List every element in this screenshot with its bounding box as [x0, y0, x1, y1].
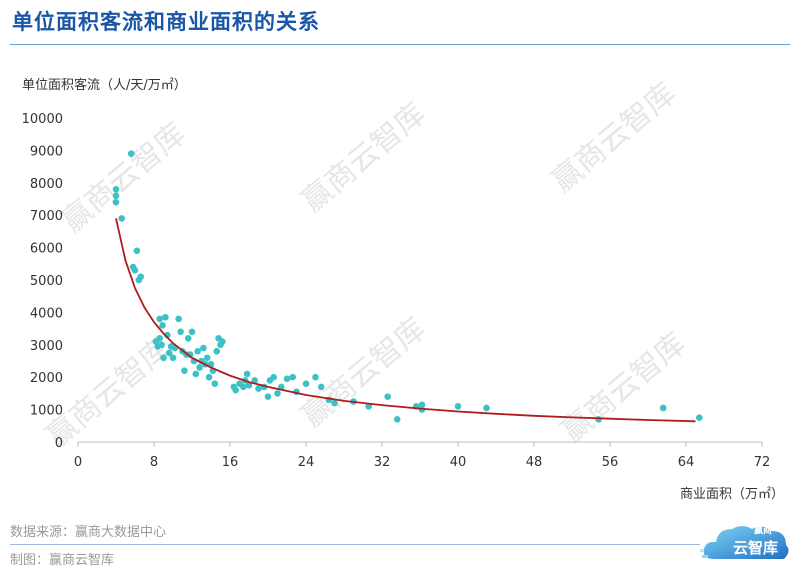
data-point [245, 382, 253, 389]
x-axis-ticks: 0 8 16 24 32 40 48 56 64 72 [74, 442, 770, 470]
y-tick-label: 10000 [22, 112, 63, 127]
data-point [160, 354, 167, 362]
data-point [418, 401, 426, 409]
data-point [158, 341, 165, 349]
y-tick-label: 3000 [30, 339, 63, 354]
data-point [205, 373, 213, 381]
data-point [118, 215, 125, 222]
y-tick-label: 7000 [30, 209, 63, 224]
data-point [483, 404, 490, 412]
y-axis-label: 单位面积客流（人/天/万㎡） [22, 77, 187, 93]
cloud-logo-icon [700, 526, 789, 559]
y-tick-label: 9000 [30, 144, 63, 159]
data-point [162, 313, 169, 321]
y-tick-label: 0 [55, 436, 63, 451]
data-point [112, 192, 120, 200]
x-tick-label: 64 [678, 455, 695, 470]
y-tick-label: 4000 [30, 306, 63, 321]
watermark-text: 赢商云智库 [555, 326, 692, 449]
title-divider [10, 44, 790, 45]
data-point [156, 315, 163, 323]
footer-divider [10, 544, 700, 545]
data-point [595, 416, 602, 423]
y-tick-label: 1000 [30, 404, 63, 419]
data-point [384, 393, 392, 400]
x-tick-label: 40 [450, 455, 467, 470]
data-point [289, 373, 297, 381]
data-point [175, 315, 182, 323]
data-point [232, 386, 239, 394]
x-tick-label: 48 [526, 455, 543, 470]
data-point [219, 338, 226, 345]
data-point [159, 322, 166, 329]
data-point [393, 416, 401, 423]
data-point [240, 383, 247, 391]
data-point [454, 403, 462, 410]
data-point [659, 404, 667, 412]
y-tick-label: 6000 [30, 242, 63, 257]
data-point [312, 373, 319, 381]
data-point [696, 414, 703, 422]
page-title: 单位面积客流和商业面积的关系 [12, 10, 320, 34]
data-point [156, 335, 163, 342]
data-point [317, 383, 325, 391]
x-tick-label: 56 [602, 455, 619, 470]
logo-top-text: 赢商 [753, 526, 772, 536]
data-point [200, 344, 207, 352]
data-point [196, 364, 203, 371]
data-point [302, 380, 310, 387]
x-tick-label: 32 [374, 455, 391, 470]
data-point [213, 347, 220, 355]
y-tick-label: 5000 [30, 274, 63, 289]
trend-line [115, 218, 696, 423]
watermark-text: 赢商云智库 [295, 96, 432, 219]
x-axis-label: 商业面积（万㎡） [680, 487, 784, 502]
y-tick-label: 2000 [30, 371, 63, 386]
data-point [127, 150, 135, 157]
data-point [131, 266, 139, 274]
x-tick-label: 0 [74, 455, 82, 470]
watermark-text: 赢商云智库 [545, 76, 682, 199]
data-point [133, 247, 141, 255]
data-point [283, 375, 291, 383]
data-point [211, 380, 219, 387]
data-point [274, 390, 281, 397]
brand-logo: 赢商 云智库 [700, 519, 792, 567]
data-point [243, 370, 251, 378]
data-point [264, 393, 272, 400]
logo-main-text: 云智库 [732, 539, 778, 557]
data-point [112, 185, 120, 193]
data-source: 数据来源：赢商大数据中心 [10, 525, 167, 540]
data-point [177, 328, 184, 336]
data-point [181, 367, 188, 375]
x-tick-label: 16 [222, 455, 239, 470]
y-tick-label: 8000 [30, 177, 63, 192]
data-point [203, 354, 211, 362]
x-tick-label: 8 [150, 455, 158, 470]
data-point [270, 373, 278, 381]
data-point [169, 354, 177, 362]
y-axis-ticks: 0 1000 2000 3000 4000 5000 6000 7000 8000 9000 100… [22, 112, 63, 451]
data-point [112, 198, 120, 206]
data-point [184, 335, 192, 342]
data-point [331, 399, 338, 407]
data-point [137, 273, 144, 281]
data-point [165, 349, 173, 357]
x-tick-label: 24 [298, 455, 315, 470]
data-point [192, 370, 200, 378]
data-point [251, 377, 258, 384]
data-point [188, 328, 196, 336]
data-point [194, 347, 201, 355]
x-tick-label: 72 [754, 455, 771, 470]
chart-maker: 制图：赢商云智库 [10, 553, 115, 568]
data-point [255, 385, 262, 392]
watermark-text: 赢商云智库 [295, 311, 432, 434]
